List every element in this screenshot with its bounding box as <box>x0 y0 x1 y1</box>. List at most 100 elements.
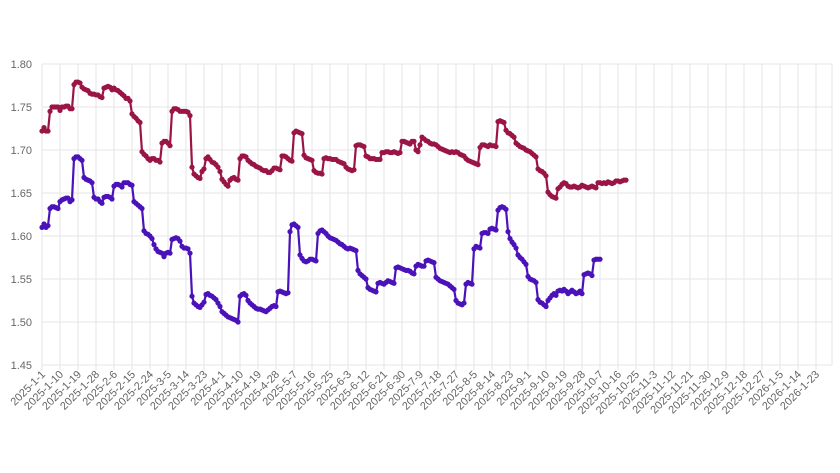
series-2-point[interactable] <box>167 250 173 256</box>
series-2-point[interactable] <box>373 289 379 295</box>
series-1-point[interactable] <box>533 154 539 160</box>
series-1-point[interactable] <box>361 143 367 150</box>
series-1-point[interactable] <box>225 183 231 189</box>
series-1-point[interactable] <box>235 177 241 183</box>
series-2-point[interactable] <box>579 291 585 297</box>
series-2-point[interactable] <box>187 250 193 256</box>
series-1-point[interactable] <box>351 167 357 173</box>
series-2-point[interactable] <box>477 245 483 251</box>
series-2-point[interactable] <box>119 184 125 190</box>
series-1-point[interactable] <box>319 171 325 177</box>
series-1-point[interactable] <box>475 162 481 168</box>
series-2-point[interactable] <box>109 196 115 202</box>
series-2-point[interactable] <box>523 261 529 267</box>
series-1-point[interactable] <box>201 166 207 172</box>
y-tick-label: 1.70 <box>11 145 32 157</box>
series-2-point[interactable] <box>151 242 157 248</box>
y-tick-label: 1.75 <box>11 102 32 114</box>
y-tick-label: 1.80 <box>11 59 32 71</box>
series-2-point[interactable] <box>99 200 105 206</box>
series-1-point[interactable] <box>377 156 383 163</box>
series-2-point[interactable] <box>469 281 475 287</box>
series-1-point[interactable] <box>157 159 163 165</box>
series-2-point[interactable] <box>451 286 457 292</box>
series-1-point[interactable] <box>417 142 423 148</box>
series-2-point[interactable] <box>129 182 135 188</box>
series-2-point[interactable] <box>533 279 539 286</box>
series-2-point[interactable] <box>287 229 293 235</box>
series-2-point[interactable] <box>493 227 499 233</box>
series-1-point[interactable] <box>397 149 403 156</box>
series-1-point[interactable] <box>277 167 283 173</box>
grid <box>41 63 833 370</box>
series-1-point[interactable] <box>623 177 629 183</box>
y-tick-label: 1.60 <box>11 231 32 243</box>
series-1-point[interactable] <box>511 134 517 140</box>
series-1-point[interactable] <box>415 149 421 155</box>
series-1-point[interactable] <box>553 195 559 201</box>
y-axis-ticks: 1.80 1.75 1.70 1.65 1.60 1.55 1.50 1.45 <box>11 59 32 372</box>
series-1-point[interactable] <box>501 119 507 126</box>
series-1-point[interactable] <box>137 119 143 126</box>
series-1-point[interactable] <box>411 138 417 144</box>
series-2-point[interactable] <box>149 235 155 242</box>
series-2-point[interactable] <box>45 223 51 229</box>
series-2-point[interactable] <box>285 290 291 296</box>
series-2-point[interactable] <box>461 300 467 306</box>
series-2-point[interactable] <box>503 206 509 212</box>
series-1-point[interactable] <box>299 131 305 137</box>
series-2-point[interactable] <box>411 271 417 277</box>
series-1-point[interactable] <box>217 168 223 175</box>
series-2-point[interactable] <box>139 205 145 212</box>
series-1-point[interactable] <box>197 175 203 181</box>
series-2-point[interactable] <box>543 303 549 310</box>
series-2-point[interactable] <box>353 248 359 254</box>
series-2-point[interactable] <box>431 260 437 266</box>
series-1-point[interactable] <box>187 113 193 119</box>
series-2-point[interactable] <box>201 299 207 305</box>
series-2-point[interactable] <box>513 245 519 251</box>
series-1-point[interactable] <box>167 143 173 149</box>
series-2-point[interactable] <box>177 238 183 244</box>
series-2-point[interactable] <box>235 319 241 325</box>
series-1-point[interactable] <box>47 108 53 114</box>
series-2-point[interactable] <box>421 263 427 269</box>
series-2-point[interactable] <box>313 258 319 264</box>
series-1-point[interactable] <box>289 158 295 164</box>
series-2-point[interactable] <box>589 272 595 279</box>
x-axis-ticks: 2025-1-12025-1-102025-1-192025-1-282025-… <box>8 369 822 417</box>
series-2-point[interactable] <box>55 205 61 212</box>
series-2-point[interactable] <box>505 229 511 235</box>
series <box>39 79 629 325</box>
series-2-point[interactable] <box>273 303 279 310</box>
series-1 <box>39 79 629 201</box>
series-2-point[interactable] <box>485 230 491 237</box>
series-1-point[interactable] <box>543 173 549 179</box>
series-2-point[interactable] <box>597 256 603 262</box>
series-2-point[interactable] <box>79 157 85 163</box>
series-1-point[interactable] <box>77 80 83 86</box>
series-2-point[interactable] <box>363 276 369 282</box>
y-tick-label: 1.45 <box>11 360 32 372</box>
series-2-point[interactable] <box>69 197 75 203</box>
series-2-point[interactable] <box>189 293 195 299</box>
series-2-point[interactable] <box>185 246 191 252</box>
series-1-point[interactable] <box>69 106 75 112</box>
series-1-point[interactable] <box>493 143 499 150</box>
series-2-point[interactable] <box>295 224 301 230</box>
y-tick-label: 1.65 <box>11 188 32 200</box>
series-2-point[interactable] <box>89 180 95 186</box>
series-1-point[interactable] <box>309 157 315 163</box>
y-tick-label: 1.55 <box>11 274 32 286</box>
series-1-point[interactable] <box>593 185 599 191</box>
series-1-point[interactable] <box>45 128 51 134</box>
series-1-point[interactable] <box>127 98 133 104</box>
series-1-point[interactable] <box>189 164 195 170</box>
series-1-point[interactable] <box>215 164 221 170</box>
series-2-point[interactable] <box>391 280 397 286</box>
series-2-point[interactable] <box>217 303 223 310</box>
series-1-point[interactable] <box>99 94 105 101</box>
series-2-point[interactable] <box>243 292 249 298</box>
series-2-point[interactable] <box>553 292 559 298</box>
